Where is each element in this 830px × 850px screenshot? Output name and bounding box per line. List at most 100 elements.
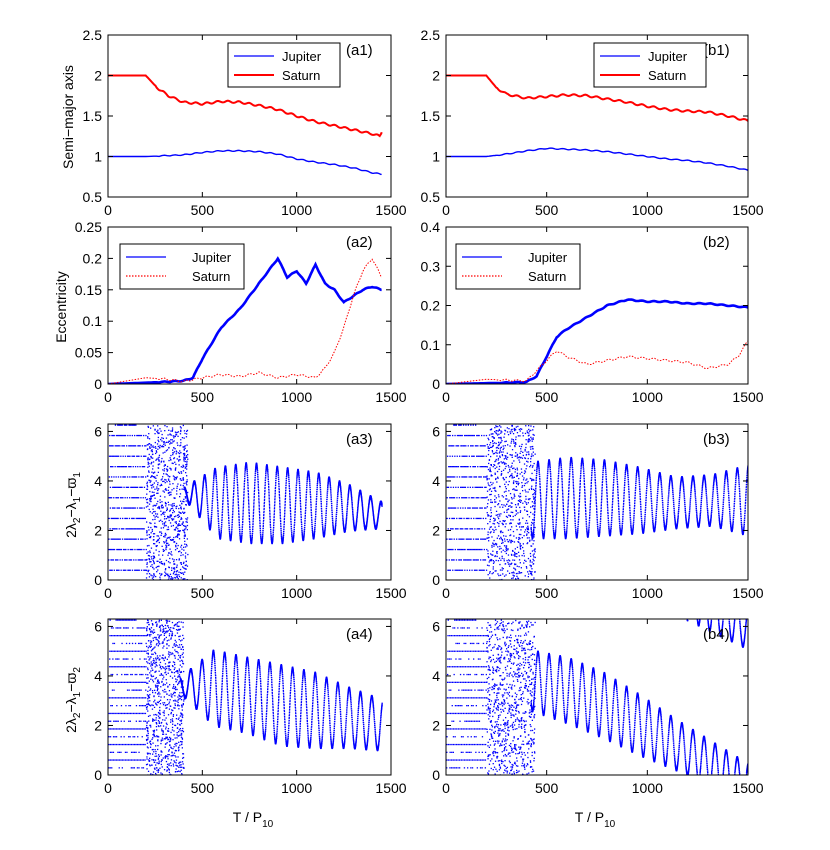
point-a3-3841	[353, 521, 355, 523]
point-a3-2874	[289, 498, 291, 500]
point-a3-4005	[363, 524, 366, 526]
point-a3-3051	[300, 521, 303, 523]
point-a3-2707	[278, 481, 280, 483]
point-a3-1692	[211, 511, 213, 513]
point-a3-3487	[329, 483, 331, 485]
point-a3-697	[186, 430, 188, 432]
point-a3-272	[135, 559, 137, 561]
point-a3-1161	[150, 463, 152, 465]
point-a3-425	[172, 539, 175, 541]
point-a3-3815	[351, 500, 353, 502]
point-a3-2350	[254, 474, 256, 476]
point-a3-675	[170, 454, 172, 457]
point-a3-1054	[176, 431, 178, 434]
point-a3-1166	[180, 471, 182, 473]
point-a3-1722	[213, 478, 215, 480]
point-a3-49	[113, 507, 115, 509]
point-b3-260	[475, 559, 477, 561]
point-a3-224	[130, 538, 133, 540]
point-a3-1170	[155, 504, 157, 506]
point-a3-215	[129, 538, 132, 540]
point-a3-1732	[213, 471, 216, 473]
point-a3-249	[133, 538, 135, 540]
point-a3-3910	[357, 503, 359, 505]
point-a3-1927	[226, 486, 228, 489]
point-b3-331	[482, 559, 484, 561]
point-a3-69	[115, 528, 117, 530]
point-b3-332	[482, 538, 484, 540]
point-a3-2184	[243, 485, 245, 487]
point-a3-2180	[243, 491, 245, 493]
point-b3-251	[474, 548, 476, 551]
point-a3-3274	[315, 503, 317, 505]
point-a3-1238	[153, 494, 155, 496]
point-a3-1242	[146, 482, 148, 485]
point-b3-153	[463, 548, 465, 551]
point-a3-92	[117, 559, 119, 561]
legend-box-b1	[593, 42, 707, 88]
point-a3-1132	[158, 550, 160, 553]
point-a3-3185	[309, 491, 311, 493]
point-a3-14	[109, 497, 111, 499]
point-a3-763	[175, 515, 177, 517]
point-a3-2061	[235, 464, 237, 467]
point-a3-994	[172, 568, 175, 570]
point-b3-293	[478, 455, 480, 457]
point-a3-4036	[366, 525, 368, 527]
point-a3-2239	[247, 482, 249, 484]
point-a3-875	[148, 433, 150, 435]
point-a3-941	[151, 471, 153, 473]
point-b3-238	[472, 424, 474, 426]
point-a3-1378	[190, 499, 192, 501]
point-a3-705	[169, 483, 171, 485]
point-a3-1607	[205, 483, 207, 485]
point-b3-220	[470, 538, 472, 540]
point-a3-2726	[279, 511, 281, 513]
point-a3-1157	[157, 507, 159, 509]
point-a3-2480	[263, 513, 265, 516]
point-a3-1694	[211, 509, 213, 511]
point-a3-338	[141, 445, 144, 447]
point-a3-194	[127, 486, 130, 488]
point-a3-3207	[311, 519, 313, 521]
point-a3-949	[180, 512, 182, 514]
point-a3-1057	[184, 458, 186, 460]
point-a3-1793	[217, 518, 220, 520]
point-a3-827	[183, 454, 186, 457]
point-a3-2556	[268, 491, 270, 493]
point-a3-48	[113, 517, 115, 520]
point-a3-234	[131, 424, 134, 426]
point-a3-332	[141, 528, 143, 530]
point-a3-216	[129, 528, 132, 530]
point-a3-2579	[269, 521, 271, 524]
point-a3-431	[150, 535, 152, 538]
point-a3-1856	[222, 505, 224, 507]
point-b3-270	[476, 434, 478, 437]
point-b3-256	[474, 466, 476, 468]
point-a3-2974	[295, 484, 298, 486]
point-b3-319	[481, 569, 483, 571]
point-a3-3406	[324, 530, 326, 532]
point-a3-3562	[334, 529, 336, 531]
point-a3-2743	[280, 530, 282, 532]
point-a3-922	[162, 441, 165, 443]
point-a3-186	[126, 476, 129, 478]
point-a3-1778	[216, 501, 219, 503]
point-a3-2711	[278, 486, 280, 488]
point-a3-394	[155, 549, 157, 551]
point-a3-4145	[373, 516, 375, 518]
point-a3-163	[124, 476, 126, 478]
point-b3-225	[471, 455, 473, 457]
xtick-label-a2-3: 1500	[375, 389, 406, 405]
point-a3-118	[119, 517, 122, 520]
point-b3-181	[466, 476, 468, 478]
point-a3-2025	[233, 488, 235, 490]
point-b3-13	[447, 486, 450, 488]
point-a3-3872	[355, 528, 357, 530]
point-a3-209	[129, 445, 131, 447]
point-a3-1850	[221, 514, 223, 516]
point-a3-2258	[248, 514, 250, 517]
point-a3-1095	[161, 520, 163, 523]
point-b3-149	[462, 455, 464, 457]
point-a3-586	[176, 487, 178, 489]
